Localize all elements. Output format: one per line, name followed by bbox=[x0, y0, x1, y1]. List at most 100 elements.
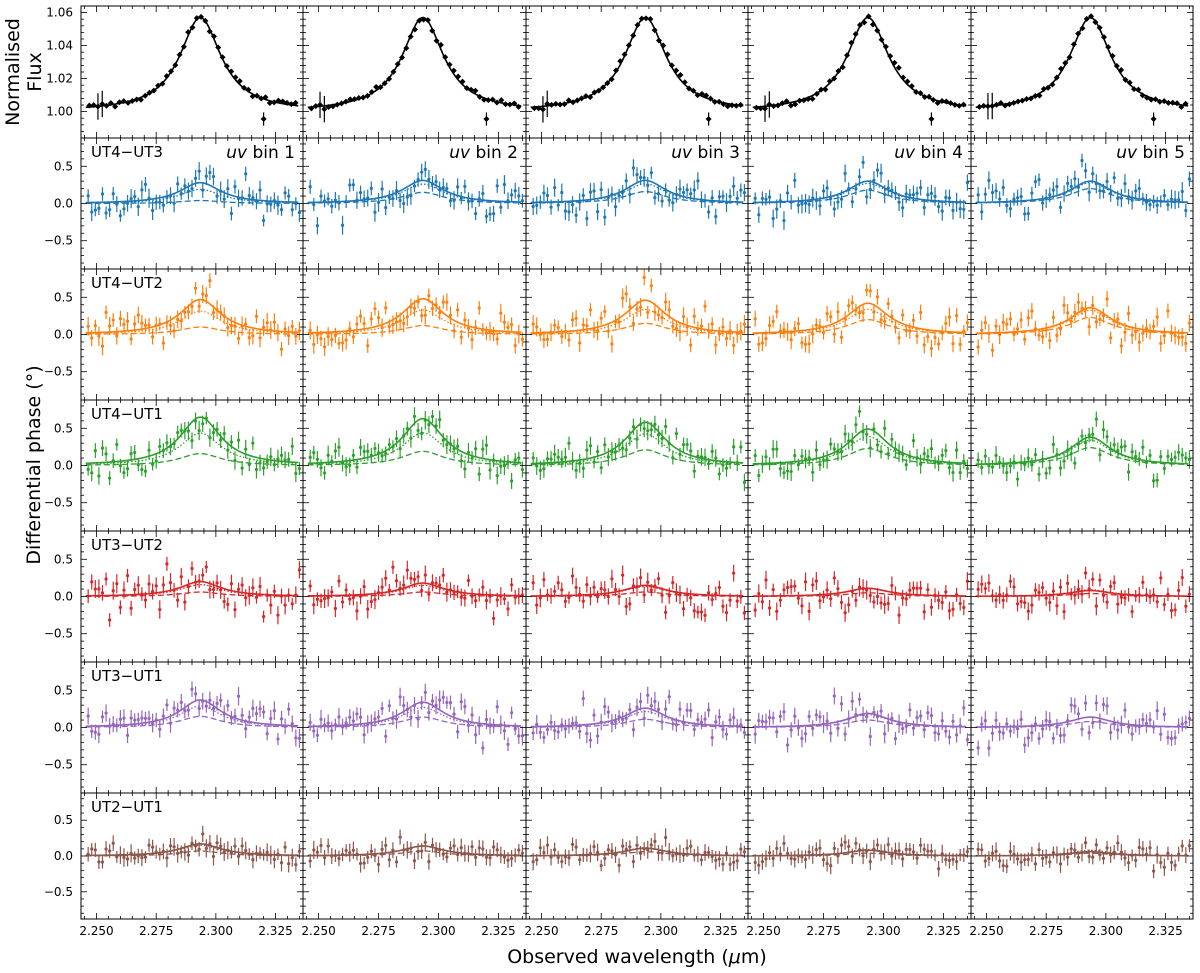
data-point bbox=[513, 189, 517, 193]
data-point bbox=[172, 442, 176, 446]
data-point bbox=[394, 579, 399, 583]
data-point bbox=[1070, 41, 1077, 48]
y-tick-label: 1.04 bbox=[46, 39, 73, 53]
data-point bbox=[308, 105, 315, 112]
data-point bbox=[779, 100, 786, 107]
data-point bbox=[775, 447, 779, 451]
data-point bbox=[308, 455, 312, 460]
data-point bbox=[1126, 593, 1131, 597]
data-point bbox=[1069, 184, 1073, 189]
data-point bbox=[1073, 593, 1077, 597]
data-point bbox=[488, 594, 492, 598]
data-point bbox=[692, 314, 696, 318]
y-tick-label: 0.5 bbox=[54, 290, 73, 304]
data-point bbox=[628, 305, 632, 309]
data-point bbox=[115, 582, 119, 586]
data-point bbox=[825, 186, 829, 190]
data-point bbox=[1019, 461, 1023, 465]
data-point bbox=[649, 588, 653, 592]
data-point bbox=[1105, 600, 1109, 604]
data-point bbox=[624, 179, 628, 183]
data-point bbox=[1184, 456, 1188, 460]
data-point bbox=[764, 455, 768, 459]
data-point bbox=[653, 584, 657, 588]
data-point bbox=[638, 175, 643, 180]
data-point bbox=[517, 194, 521, 198]
data-point bbox=[595, 87, 602, 94]
data-point bbox=[836, 587, 840, 591]
data-point bbox=[895, 64, 902, 71]
data-point bbox=[908, 455, 912, 459]
data-point bbox=[1180, 335, 1184, 339]
data-point bbox=[481, 327, 485, 332]
data-point bbox=[86, 194, 90, 198]
data-point bbox=[890, 188, 894, 192]
data-point bbox=[186, 189, 191, 193]
data-point bbox=[202, 17, 209, 24]
data-point bbox=[1026, 212, 1030, 216]
data-point bbox=[1051, 589, 1055, 593]
y-tick-label: 0.5 bbox=[54, 159, 73, 173]
data-point bbox=[279, 594, 284, 598]
data-point bbox=[865, 432, 869, 436]
data-point bbox=[531, 322, 535, 326]
data-point bbox=[94, 103, 101, 110]
data-point bbox=[998, 593, 1002, 597]
data-point bbox=[613, 205, 618, 209]
data-point bbox=[542, 337, 546, 342]
data-point bbox=[1091, 577, 1095, 581]
data-point bbox=[420, 170, 424, 174]
data-point bbox=[211, 311, 216, 315]
flux-model-line bbox=[85, 16, 299, 109]
data-point bbox=[635, 437, 639, 441]
data-point bbox=[1126, 470, 1131, 474]
model-dotted-line bbox=[530, 585, 744, 597]
data-point bbox=[452, 590, 456, 595]
data-point bbox=[608, 76, 615, 83]
data-point bbox=[1005, 322, 1009, 326]
data-point bbox=[771, 588, 775, 592]
data-point bbox=[829, 196, 833, 201]
data-point bbox=[247, 194, 251, 198]
data-point bbox=[822, 86, 829, 93]
data-point bbox=[829, 442, 833, 446]
data-point bbox=[147, 323, 151, 327]
data-point bbox=[760, 341, 764, 345]
data-point bbox=[1101, 313, 1106, 318]
data-point bbox=[553, 452, 557, 456]
data-point bbox=[272, 199, 276, 203]
data-point bbox=[861, 586, 865, 591]
data-point bbox=[674, 591, 678, 595]
data-point bbox=[474, 211, 478, 216]
data-point bbox=[459, 78, 466, 85]
data-point bbox=[269, 603, 273, 607]
data-point bbox=[901, 452, 905, 456]
data-point bbox=[606, 594, 610, 599]
data-point bbox=[241, 84, 248, 91]
data-point bbox=[567, 210, 571, 214]
data-point bbox=[340, 600, 345, 604]
data-point bbox=[364, 92, 371, 99]
data-point bbox=[1113, 63, 1120, 70]
data-point bbox=[561, 101, 568, 108]
data-point bbox=[617, 194, 621, 198]
data-point bbox=[613, 450, 618, 454]
data-point bbox=[380, 187, 384, 191]
data-point bbox=[775, 309, 779, 314]
data-point bbox=[1150, 116, 1157, 123]
data-point bbox=[168, 445, 173, 449]
data-point bbox=[570, 318, 575, 322]
data-point bbox=[940, 209, 944, 213]
data-point bbox=[262, 218, 266, 223]
data-point bbox=[692, 188, 696, 192]
data-point bbox=[685, 188, 689, 192]
data-point bbox=[1055, 604, 1059, 608]
data-point bbox=[308, 185, 312, 189]
data-point bbox=[1073, 461, 1077, 465]
data-point bbox=[452, 447, 456, 451]
data-point bbox=[287, 457, 291, 462]
data-point bbox=[125, 99, 132, 106]
data-point bbox=[172, 201, 176, 205]
data-point bbox=[1180, 575, 1184, 580]
data-point bbox=[122, 207, 126, 211]
